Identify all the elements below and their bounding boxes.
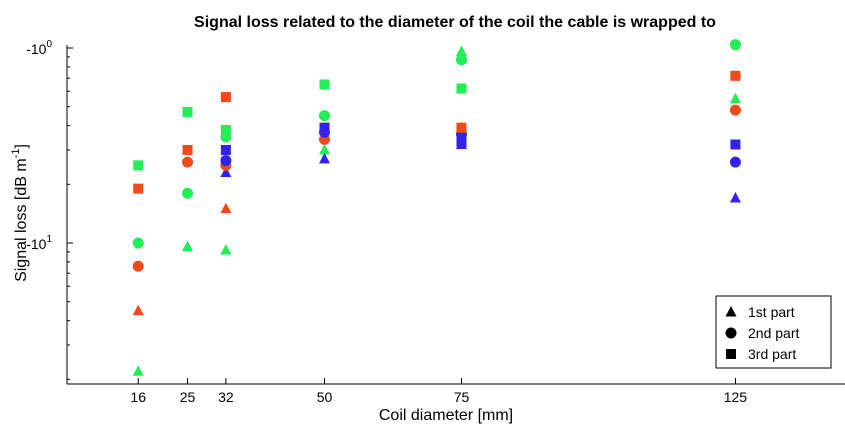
data-point-green-square	[319, 79, 330, 90]
data-point-blue-circle	[729, 156, 741, 168]
x-tick-label: 125	[724, 389, 748, 405]
data-point-green-triangle	[455, 45, 467, 56]
y-axis-label-exp: -1	[10, 149, 22, 159]
data-point-green-triangle	[729, 92, 741, 104]
data-point-blue-circle	[220, 154, 232, 166]
legend-label: 1st part	[748, 304, 795, 320]
data-point-blue-square	[220, 144, 231, 155]
data-point-green-square	[220, 124, 231, 135]
data-point-red-square	[456, 122, 467, 133]
data-point-green-circle	[132, 237, 144, 249]
data-point-green-triangle	[132, 365, 144, 376]
data-point-green-triangle	[182, 240, 194, 251]
x-tick-label: 32	[218, 389, 234, 405]
data-point-blue-triangle	[220, 166, 232, 177]
data-point-green-circle	[319, 110, 331, 122]
data-point-green-square	[456, 83, 467, 94]
data-point-blue-triangle	[319, 152, 331, 164]
data-point-green-triangle	[220, 244, 232, 255]
data-point-green-triangle	[319, 143, 331, 155]
x-tick-label: 75	[454, 389, 470, 405]
data-point-red-circle	[182, 156, 194, 168]
legend-label: 3rd part	[748, 346, 796, 362]
data-point-red-triangle	[132, 304, 144, 316]
data-point-red-square	[133, 183, 144, 194]
data-point-blue-square	[456, 136, 467, 147]
data-point-red-square	[730, 70, 741, 81]
x-tick-label: 50	[317, 389, 333, 405]
y-tick-label: -101	[26, 234, 52, 252]
legend-square-icon	[726, 349, 736, 359]
plot-area	[66, 45, 845, 385]
data-point-red-circle	[132, 260, 144, 272]
data-point-red-triangle	[220, 202, 232, 214]
legend-label: 2nd part	[748, 325, 799, 341]
data-point-green-square	[133, 160, 144, 171]
y-axis-label-close: ]	[13, 144, 30, 148]
data-point-red-square	[182, 144, 193, 155]
x-axis-ticks: 16 25 32 50 75 125	[130, 378, 747, 405]
legend-circle-icon	[725, 327, 737, 339]
data-point-blue-triangle	[729, 192, 741, 203]
y-axis-label-main: Signal loss [dB m	[13, 158, 30, 282]
data-point-blue-square	[730, 139, 741, 150]
x-tick-label: 16	[130, 389, 146, 405]
data-points	[132, 39, 741, 376]
data-point-blue-square	[319, 122, 330, 133]
data-point-green-circle	[729, 39, 741, 51]
y-axis-label: Signal loss [dB m-1]	[10, 144, 30, 282]
data-point-red-circle	[729, 104, 741, 116]
y-axis-ticks: -100 -101	[26, 39, 73, 380]
legend: 1st part 2nd part 3rd part	[715, 295, 832, 369]
data-point-green-circle	[455, 54, 467, 66]
x-tick-label: 25	[180, 389, 196, 405]
data-point-green-circle	[182, 187, 194, 199]
data-point-red-square	[220, 92, 231, 103]
chart-title: Signal loss related to the diameter of t…	[194, 14, 716, 31]
data-point-green-square	[182, 106, 193, 117]
legend-triangle-icon	[725, 306, 737, 317]
x-axis-label: Coil diameter [mm]	[379, 407, 513, 424]
y-tick-label: -100	[26, 39, 52, 57]
